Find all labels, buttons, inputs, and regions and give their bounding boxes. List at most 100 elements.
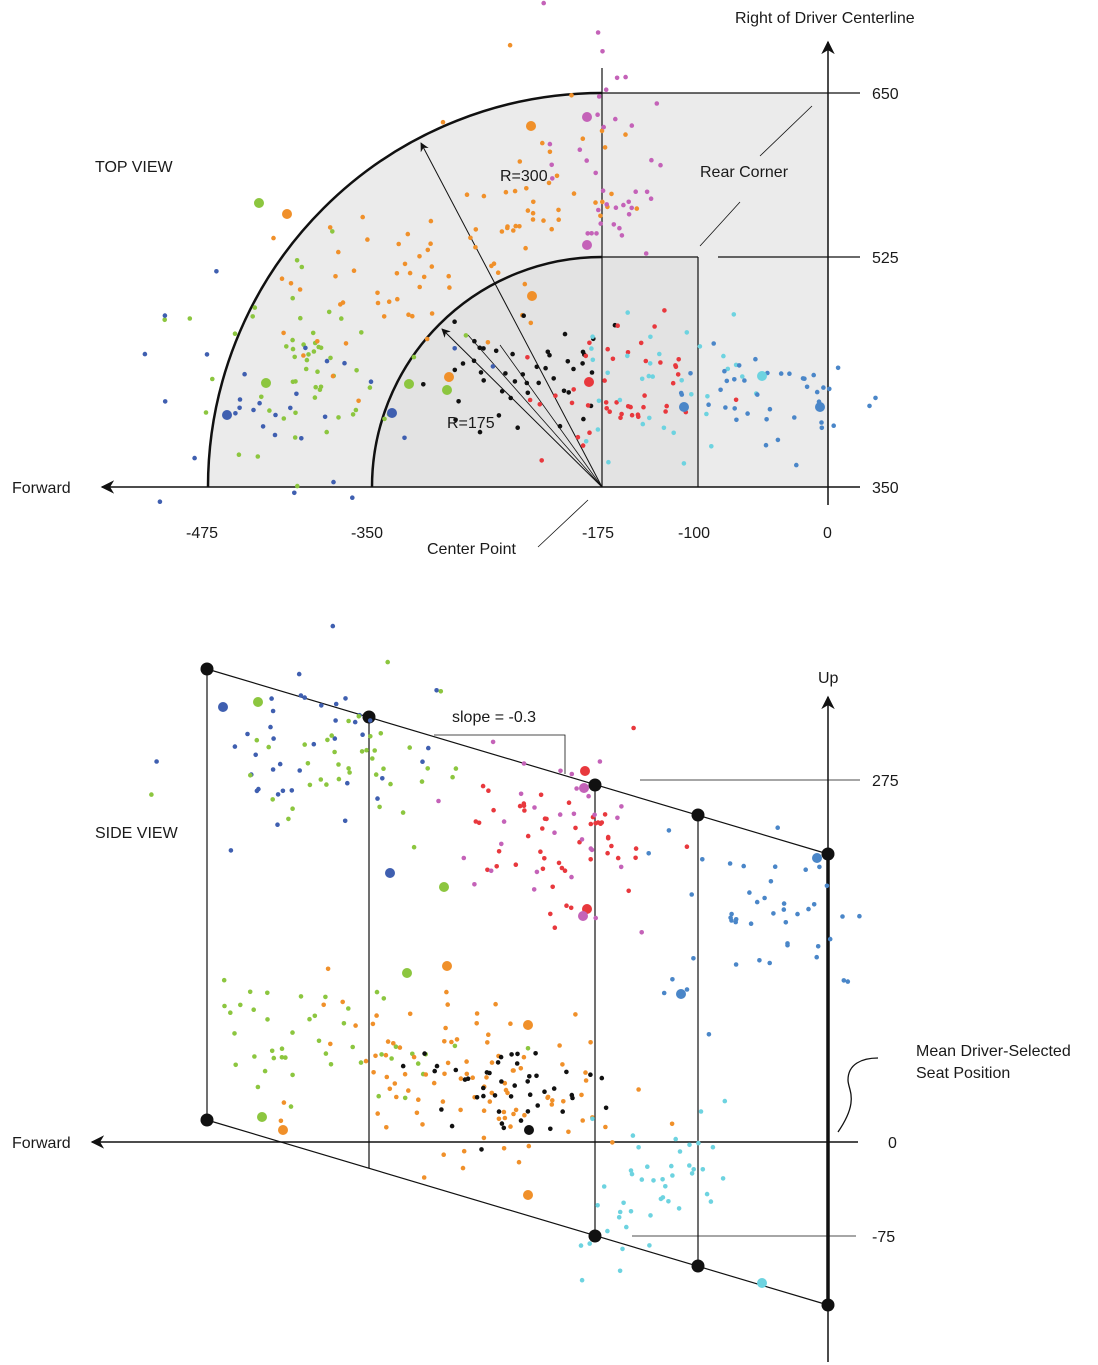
top-orange-point bbox=[547, 149, 553, 155]
side-light-blue-point bbox=[729, 911, 734, 917]
top-red-point bbox=[662, 308, 667, 313]
side-orange-point bbox=[579, 1092, 584, 1098]
top-magenta-point bbox=[648, 196, 654, 201]
side-green-point bbox=[381, 766, 386, 771]
side-black-point bbox=[481, 1085, 486, 1091]
top-green-point bbox=[304, 357, 310, 363]
side-magenta-point bbox=[534, 869, 540, 875]
side-red-point bbox=[633, 846, 639, 851]
side-black-point bbox=[588, 1072, 593, 1077]
mean-marker-point bbox=[757, 371, 767, 381]
top-orange-point bbox=[396, 241, 402, 247]
side-orange-point bbox=[421, 1175, 427, 1180]
top-magenta-point bbox=[626, 212, 632, 217]
top-black-point bbox=[453, 417, 458, 423]
top-orange-point bbox=[338, 302, 343, 307]
side-blue-point bbox=[154, 759, 159, 764]
top-red-point bbox=[537, 402, 543, 407]
side-red-point bbox=[550, 884, 555, 890]
top-orange-point bbox=[394, 271, 400, 276]
top-black-point bbox=[536, 380, 541, 386]
side-light-blue-point bbox=[691, 956, 696, 961]
top-black-point bbox=[503, 371, 508, 376]
side-green-point bbox=[233, 1062, 238, 1068]
top-green-point bbox=[350, 412, 356, 417]
top-orange-point bbox=[569, 93, 574, 98]
side-black-point bbox=[512, 1083, 517, 1088]
top-black-point bbox=[545, 349, 551, 355]
side-magenta-point bbox=[586, 793, 591, 799]
top-green-point bbox=[295, 483, 300, 489]
side-orange-point bbox=[489, 1060, 495, 1065]
top-red-point bbox=[580, 443, 586, 448]
top-blue-point bbox=[251, 407, 256, 413]
side-blue-point bbox=[269, 696, 274, 701]
top-green-point bbox=[328, 355, 333, 361]
top-light-blue-point bbox=[734, 417, 739, 423]
top-blue-point bbox=[292, 490, 297, 496]
side-green-point bbox=[381, 996, 387, 1001]
side-blue-point bbox=[270, 767, 276, 772]
side-blue-point bbox=[296, 671, 302, 677]
side-green-point bbox=[385, 659, 391, 665]
side-black-point bbox=[527, 1074, 532, 1079]
side-cyan-point bbox=[720, 1176, 726, 1181]
top-green-point bbox=[367, 385, 373, 390]
mean-seat-label: Mean Driver-Selected Seat Position bbox=[916, 1043, 1075, 1082]
top-green-point bbox=[290, 337, 295, 343]
side-black-point bbox=[570, 1095, 575, 1101]
top-black-point bbox=[515, 425, 520, 431]
side-light-blue-point bbox=[754, 899, 760, 905]
top-orange-point bbox=[464, 192, 470, 197]
side-orange-point bbox=[328, 1041, 333, 1047]
radius-line-a bbox=[467, 334, 603, 488]
top-orange-point bbox=[365, 237, 370, 242]
top-light-blue-point bbox=[775, 437, 781, 443]
side-red-point bbox=[609, 843, 614, 849]
top-orange-point bbox=[271, 235, 276, 241]
side-x-axis-label: Forward bbox=[12, 1135, 71, 1152]
side-orange-point bbox=[636, 1087, 641, 1092]
side-red-point bbox=[562, 868, 568, 873]
top-magenta-point bbox=[619, 233, 625, 238]
top-cyan-point bbox=[689, 392, 694, 397]
top-light-blue-point bbox=[778, 371, 784, 376]
side-orange-point bbox=[487, 1099, 493, 1104]
side-magenta-point bbox=[552, 830, 557, 835]
side-blue-point bbox=[345, 780, 350, 786]
side-light-blue-point bbox=[768, 879, 774, 884]
side-red-point bbox=[566, 800, 572, 805]
side-orange-point bbox=[603, 1124, 608, 1130]
side-green-point bbox=[346, 718, 351, 724]
side-blue-point bbox=[343, 696, 348, 701]
side-light-blue-point bbox=[762, 895, 767, 901]
side-black-point bbox=[499, 1121, 505, 1126]
side-green-point bbox=[356, 714, 362, 719]
top-orange-point bbox=[446, 273, 452, 279]
side-orange-point bbox=[583, 1070, 588, 1075]
top-magenta-point bbox=[600, 49, 605, 54]
top-orange-point bbox=[609, 191, 614, 197]
side-light-blue-point bbox=[661, 990, 667, 996]
side-green-point bbox=[324, 782, 329, 787]
side-light-blue-point bbox=[815, 944, 821, 949]
side-green-point bbox=[359, 749, 365, 754]
side-magenta-point bbox=[488, 868, 494, 874]
side-light-blue-point bbox=[747, 890, 752, 895]
top-orange-point bbox=[330, 373, 336, 379]
top-magenta-point bbox=[613, 116, 618, 122]
side-orange-point bbox=[580, 1118, 585, 1123]
side-cyan-point bbox=[677, 1149, 683, 1154]
side-black-point bbox=[422, 1051, 427, 1056]
top-magenta-point bbox=[654, 101, 660, 106]
side-orange-point bbox=[374, 1013, 379, 1018]
top-black-point bbox=[471, 358, 477, 364]
top-orange-point bbox=[343, 341, 349, 346]
top-orange-point bbox=[279, 276, 285, 282]
side-magenta-point bbox=[499, 841, 504, 847]
top-magenta-point bbox=[585, 231, 590, 236]
side-orange-point bbox=[486, 1032, 491, 1037]
top-red-point bbox=[675, 372, 681, 377]
side-cyan-point bbox=[666, 1199, 671, 1204]
top-black-point bbox=[580, 361, 585, 366]
